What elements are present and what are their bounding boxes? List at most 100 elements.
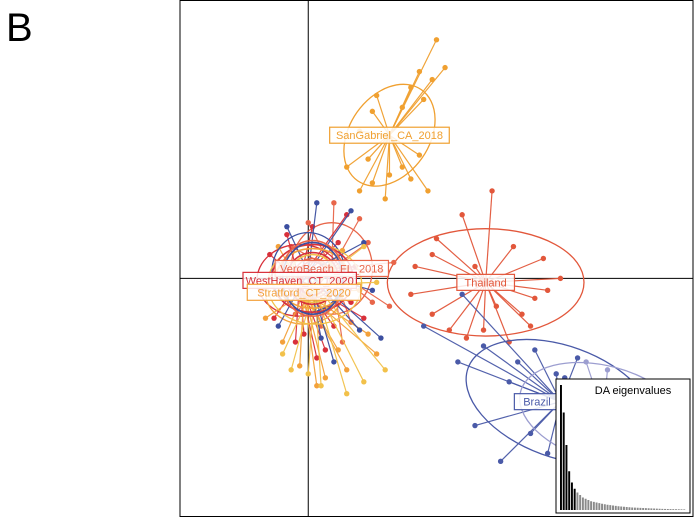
data-point	[374, 280, 379, 285]
data-point	[387, 304, 392, 309]
data-point	[344, 367, 349, 372]
eigenvalue-bar	[661, 509, 663, 510]
data-point	[348, 208, 353, 213]
eigenvalue-bar	[631, 508, 633, 511]
eigenvalue-bar	[628, 507, 630, 510]
data-point	[387, 172, 392, 177]
data-point	[472, 423, 477, 428]
data-point	[528, 431, 533, 436]
eigenvalue-bar	[683, 509, 685, 510]
data-point	[284, 224, 289, 229]
data-point	[267, 252, 272, 257]
data-point	[344, 164, 349, 169]
data-point	[383, 367, 388, 372]
eigenvalue-bar	[596, 503, 598, 511]
data-point	[494, 304, 499, 309]
eigenvalue-bar	[645, 508, 647, 510]
data-point	[361, 379, 366, 384]
eigenvalue-bar	[675, 509, 677, 510]
group-label-text: Stratford_CT_2020	[257, 287, 351, 299]
inset-frame	[556, 379, 690, 513]
data-point	[306, 371, 311, 376]
group-label-text: Thailand	[465, 277, 507, 289]
data-point	[506, 379, 511, 384]
data-point	[532, 347, 537, 352]
eigenvalue-bar	[659, 509, 661, 510]
eigenvalue-bar	[609, 505, 611, 510]
eigenvalue-bar	[607, 505, 609, 510]
data-point	[335, 347, 340, 352]
eigenvalue-bar	[574, 489, 576, 510]
group-label-stratford-ct-2020: Stratford_CT_2020	[247, 284, 360, 300]
data-point	[545, 288, 550, 293]
eigenvalue-bar	[565, 445, 567, 510]
data-point	[481, 343, 486, 348]
data-point	[455, 359, 460, 364]
eigenvalue-bar	[560, 385, 562, 510]
data-point	[331, 200, 336, 205]
eigenvalue-bar	[590, 501, 592, 510]
data-point	[293, 339, 298, 344]
data-point	[335, 240, 340, 245]
data-point	[318, 383, 323, 388]
data-point	[314, 200, 319, 205]
data-point	[558, 276, 563, 281]
eigenvalue-bar	[681, 509, 683, 510]
spoke-line	[486, 191, 492, 282]
data-point	[459, 292, 464, 297]
eigenvalue-bar	[678, 509, 680, 510]
data-point	[434, 37, 439, 42]
data-point	[583, 359, 588, 364]
data-point	[541, 256, 546, 261]
data-point	[447, 327, 452, 332]
group-label-thailand: Thailand	[457, 274, 515, 290]
data-point	[554, 371, 559, 376]
data-point	[425, 188, 430, 193]
eigenvalue-bar	[571, 483, 573, 511]
data-point	[378, 335, 383, 340]
eigenvalue-bar	[634, 508, 636, 510]
data-point	[297, 363, 302, 368]
data-point	[408, 176, 413, 181]
data-point	[323, 375, 328, 380]
eigenvalue-bar	[563, 413, 565, 511]
data-point	[361, 315, 366, 320]
data-point	[464, 335, 469, 340]
data-point	[361, 244, 366, 249]
data-point	[271, 315, 276, 320]
data-point	[481, 327, 486, 332]
eigenvalue-bar	[582, 498, 584, 511]
series-thailand	[387, 188, 584, 345]
spoke-line	[462, 294, 560, 401]
data-point	[365, 331, 370, 336]
data-point	[370, 300, 375, 305]
data-point	[383, 196, 388, 201]
eigenvalue-bar	[618, 506, 620, 510]
data-point	[400, 164, 405, 169]
data-point	[280, 351, 285, 356]
data-point	[421, 323, 426, 328]
group-label-sangabriel-ca-2018: SanGabriel_CA_2018	[330, 127, 450, 143]
data-point	[421, 97, 426, 102]
eigenvalue-bar	[620, 507, 622, 511]
eigenvalue-bar	[579, 495, 581, 510]
eigenvalue-bar	[639, 508, 641, 510]
data-point	[357, 216, 362, 221]
eigenvalue-bar	[598, 503, 600, 510]
data-point	[370, 180, 375, 185]
data-point	[515, 359, 520, 364]
data-point	[472, 264, 477, 269]
series-sangabriel-ca-2018	[325, 37, 454, 203]
data-point	[605, 367, 610, 372]
data-point	[391, 260, 396, 265]
data-point	[430, 77, 435, 82]
data-point	[365, 156, 370, 161]
data-point	[306, 220, 311, 225]
eigenvalue-bar	[604, 504, 606, 510]
group-label-brazil: Brazil	[514, 394, 559, 410]
data-point	[511, 244, 516, 249]
data-point	[575, 355, 580, 360]
data-point	[357, 188, 362, 193]
eigenvalue-bar	[653, 509, 655, 511]
